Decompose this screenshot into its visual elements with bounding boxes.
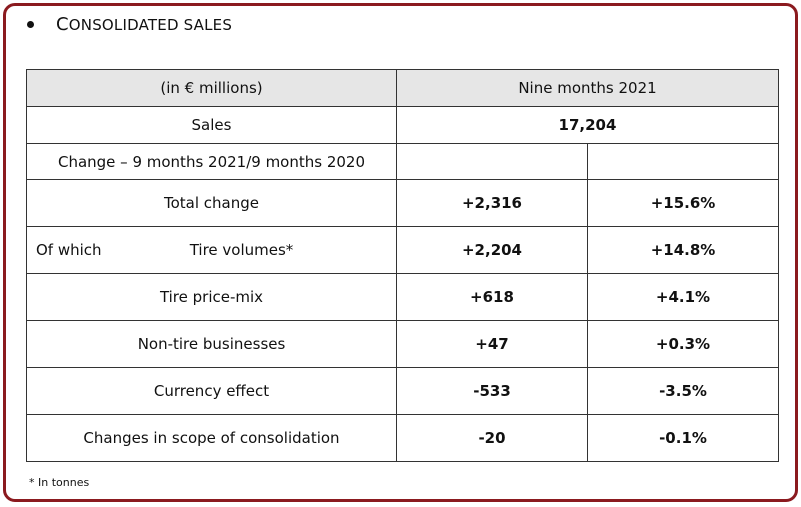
table-row: Of which Tire volumes* +2,204 +14.8% [26,226,779,274]
row-label: Tire volumes* [189,241,294,259]
table-row: Total change +2,316 +15.6% [26,179,779,227]
row-label: Tire price-mix [26,273,397,321]
row-label: Total change [26,179,397,227]
row-value: -533 [396,367,588,415]
row-pct: -3.5% [587,367,779,415]
row-value: +2,204 [396,226,588,274]
change-label: Change – 9 months 2021/9 months 2020 [26,143,397,180]
sales-label: Sales [26,106,397,144]
row-value: +47 [396,320,588,368]
row-label-cell: Of which Tire volumes* [26,226,397,274]
row-pct: +14.8% [587,226,779,274]
row-pct: +4.1% [587,273,779,321]
change-row: Change – 9 months 2021/9 months 2020 [26,143,779,180]
row-value: +2,316 [396,179,588,227]
bullet-icon [27,21,34,28]
header-unit: (in € millions) [26,69,397,107]
of-which-label: Of which [36,241,102,259]
table-row: Tire price-mix +618 +4.1% [26,273,779,321]
section-heading: C ONSOLIDATED SALES [27,14,232,35]
row-value: +618 [396,273,588,321]
table-row: Currency effect -533 -3.5% [26,367,779,415]
heading-rest: ONSOLIDATED SALES [68,15,233,34]
sales-row: Sales 17,204 [26,106,779,144]
table-header-row: (in € millions) Nine months 2021 [26,69,779,107]
header-period: Nine months 2021 [396,69,779,107]
change-pct-empty [587,143,779,180]
change-value-empty [396,143,588,180]
table-row: Changes in scope of consolidation -20 -0… [26,414,779,462]
table-row: Non-tire businesses +47 +0.3% [26,320,779,368]
row-value: -20 [396,414,588,462]
sales-value: 17,204 [396,106,779,144]
consolidated-sales-table: (in € millions) Nine months 2021 Sales 1… [26,69,779,462]
row-pct: +0.3% [587,320,779,368]
footnote: * In tonnes [29,476,90,489]
heading-initial: C [56,14,69,35]
row-label: Changes in scope of consolidation [26,414,397,462]
row-label: Non-tire businesses [26,320,397,368]
row-pct: -0.1% [587,414,779,462]
row-label: Currency effect [26,367,397,415]
row-pct: +15.6% [587,179,779,227]
